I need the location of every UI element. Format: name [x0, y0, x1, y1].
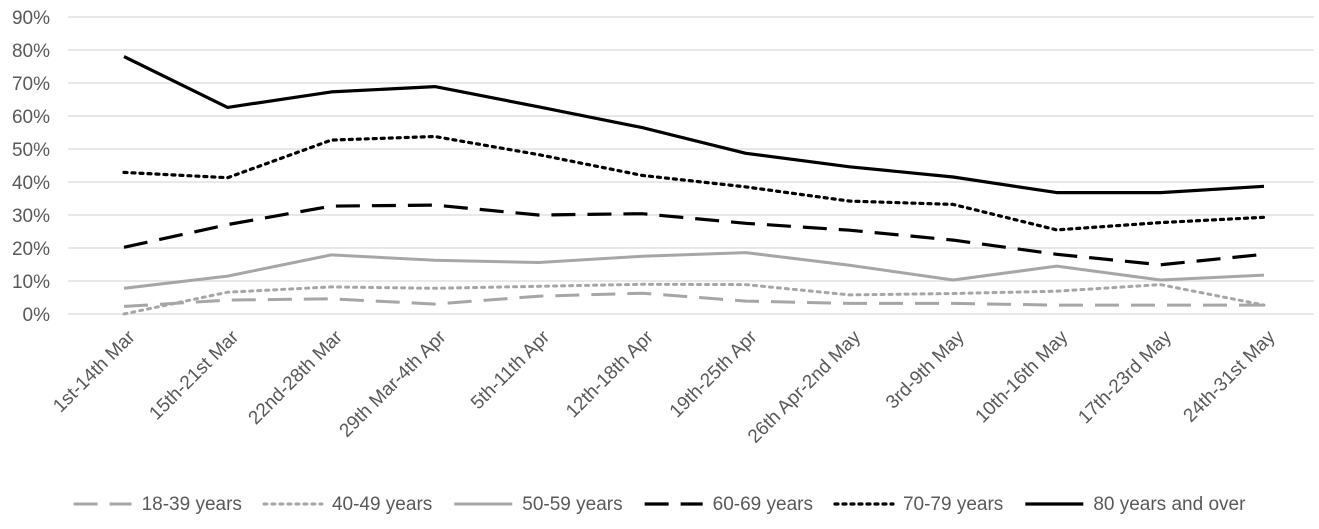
x-tick-label: 3rd-9th May — [882, 326, 969, 413]
legend-label: 80 years and over — [1093, 494, 1246, 515]
series-line — [122, 282, 1266, 316]
series-line — [123, 203, 1265, 267]
x-tick-label: 12th-18th Apr — [562, 326, 658, 422]
x-tick-label: 17th-23rd May — [1074, 326, 1176, 428]
legend-item: 60-69 years — [644, 494, 813, 515]
series-80-years-and-over — [123, 55, 1265, 195]
legend-item: 80 years and over — [1025, 494, 1246, 515]
y-tick-label: 60% — [12, 107, 50, 128]
y-tick-label: 50% — [12, 140, 50, 161]
y-tick-label: 70% — [12, 74, 50, 95]
legend-item: 18-39 years — [73, 494, 242, 515]
y-tick-label: 90% — [12, 8, 50, 29]
y-tick-label: 20% — [12, 239, 50, 260]
series-60-69-years — [123, 203, 1265, 267]
x-tick-label: 5th-11th Apr — [467, 326, 555, 414]
legend-item: 70-79 years — [833, 494, 1003, 515]
series-70-79-years — [122, 134, 1266, 232]
series-layer — [122, 55, 1266, 316]
y-tick-label: 10% — [12, 272, 50, 293]
y-tick-label: 40% — [12, 173, 50, 194]
series-line — [123, 55, 1265, 195]
x-tick-label: 29th Mar-4th Apr — [336, 326, 451, 441]
x-tick-label: 1st-14th Mar — [49, 326, 140, 417]
series-line — [123, 291, 1264, 308]
x-tick-label: 22nd-28th Mar — [245, 326, 348, 429]
x-tick-label: 24th-31st May — [1180, 326, 1280, 426]
x-tick-label: 19th-25th Apr — [666, 326, 762, 422]
series-50-59-years — [123, 251, 1265, 290]
x-axis: 1st-14th Mar 15th-21st Mar 22nd-28th Mar29… — [49, 326, 1280, 447]
legend-label: 18-39 years — [142, 494, 242, 515]
legend-item: 50-59 years — [454, 494, 623, 515]
legend-label: 60-69 years — [713, 494, 813, 515]
y-axis: 0% 10% 20% 30% 40% 50% 60% 70% 80% 90% — [12, 8, 50, 326]
x-tick-label: 15th-21st Mar — [145, 326, 243, 424]
x-tick-label: 26th Apr-2nd May — [744, 326, 865, 447]
series-40-49-years — [122, 282, 1266, 316]
series-line — [122, 134, 1266, 232]
y-tick-label: 30% — [12, 206, 50, 227]
y-tick-label: 0% — [23, 305, 51, 326]
legend-label: 40-49 years — [332, 494, 432, 515]
x-tick-label: 10th-16th May — [972, 326, 1073, 427]
legend-label: 50-59 years — [522, 494, 622, 515]
series-18-39-years — [123, 291, 1264, 308]
legend: 18-39 years 40-49 years 50-59 years 60-69 y… — [73, 494, 1246, 515]
series-line — [123, 251, 1265, 290]
y-tick-label: 80% — [12, 41, 50, 62]
legend-label: 70-79 years — [903, 494, 1003, 515]
legend-item: 40-49 years — [262, 494, 432, 515]
